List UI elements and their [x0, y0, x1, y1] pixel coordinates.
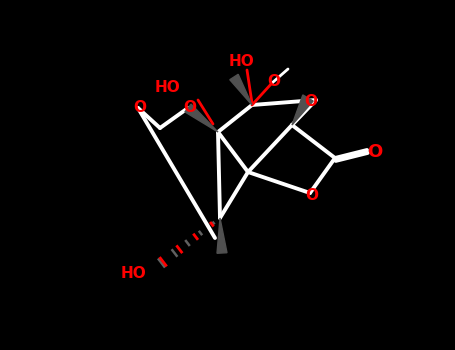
Text: O: O — [133, 100, 147, 116]
Text: O: O — [367, 143, 383, 161]
Polygon shape — [217, 218, 227, 253]
Text: HO: HO — [154, 80, 180, 96]
Text: O: O — [304, 94, 318, 110]
Text: O: O — [305, 188, 318, 203]
Text: HO: HO — [229, 55, 255, 70]
Polygon shape — [230, 74, 252, 105]
Polygon shape — [185, 104, 218, 132]
Text: O: O — [268, 74, 280, 89]
Text: HO: HO — [120, 266, 146, 280]
Polygon shape — [292, 95, 313, 125]
Text: O: O — [183, 100, 197, 116]
